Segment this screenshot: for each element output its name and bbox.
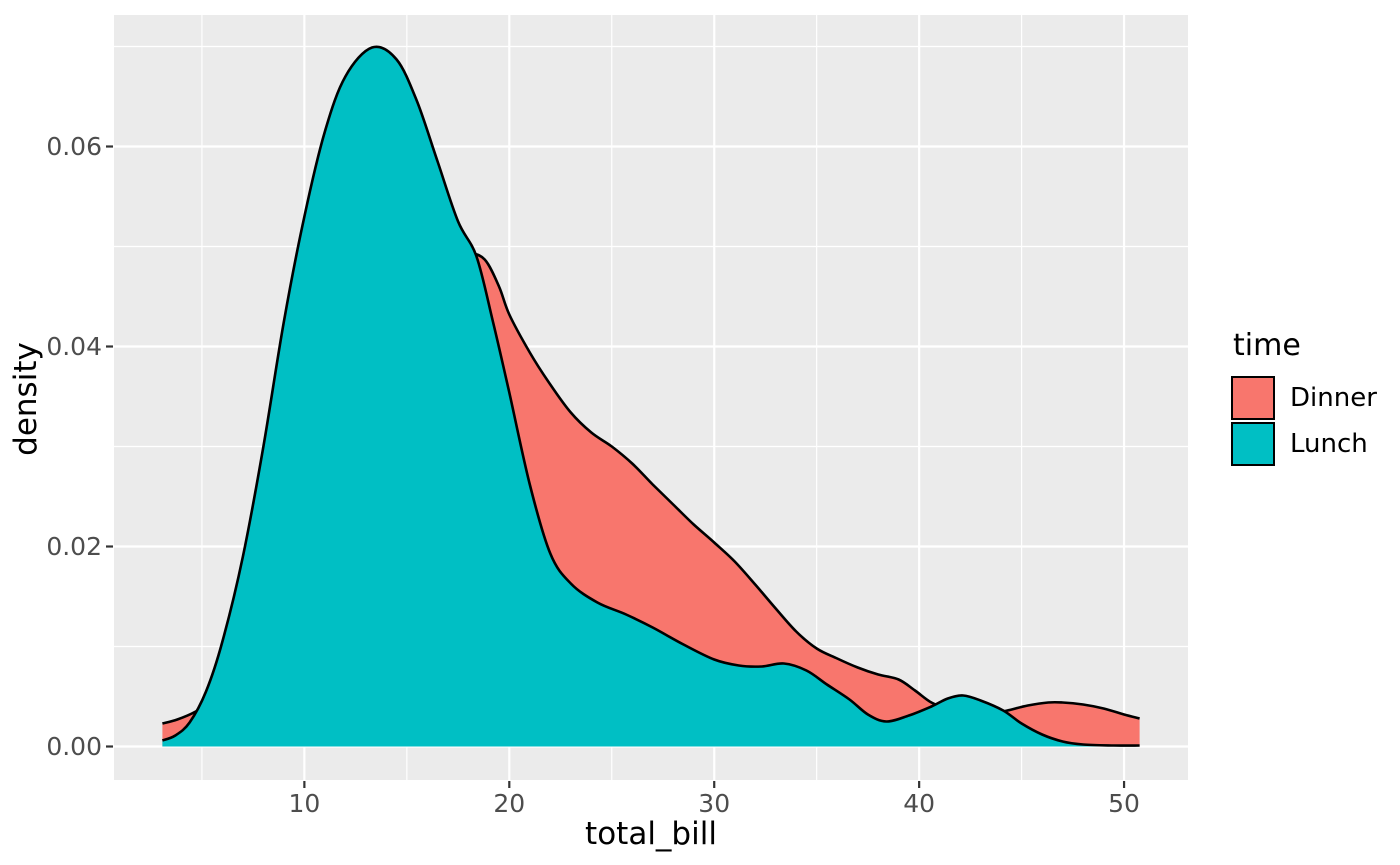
x-tick-label: 30 [698, 789, 731, 818]
x-tick-label: 20 [493, 789, 526, 818]
y-tick-label: 0.00 [46, 731, 102, 761]
legend-label-lunch: Lunch [1290, 428, 1368, 459]
x-axis-title: total_bill [585, 816, 717, 852]
x-tick-label: 50 [1108, 789, 1140, 818]
y-tick-label: 0.04 [46, 331, 102, 361]
legend-key-dinner-swatch [1231, 376, 1275, 420]
y-tick-label: 0.06 [46, 131, 102, 161]
x-tick-label: 10 [288, 789, 321, 818]
legend-item-lunch[interactable]: Lunch [1231, 421, 1377, 466]
legend-key-lunch-swatch [1231, 421, 1275, 466]
x-tick-label: 40 [903, 789, 936, 818]
legend-label-dinner: Dinner [1290, 383, 1377, 413]
density-area-lunch [162, 46, 1140, 747]
legend: time Dinner Lunch [1231, 330, 1377, 467]
legend-title: time [1233, 328, 1301, 363]
y-axis-title: density [8, 342, 44, 456]
y-tick-label: 0.02 [46, 531, 102, 561]
density-curve-lunch [161, 45, 1140, 747]
legend-item-dinner[interactable]: Dinner [1231, 376, 1377, 420]
